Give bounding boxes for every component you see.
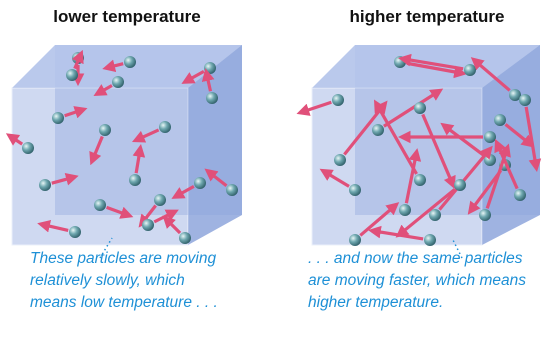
right-caption-line: are moving faster, which means	[308, 272, 526, 289]
left-title: lower temperature	[53, 7, 200, 26]
left-caption-line: means low temperature . . .	[30, 294, 218, 311]
particle	[142, 219, 154, 231]
particle	[159, 121, 171, 133]
particle	[399, 204, 411, 216]
particle	[414, 102, 426, 114]
right-caption-line: higher temperature.	[308, 294, 443, 311]
particle	[372, 124, 384, 136]
left-caption-line: relatively slowly, which	[30, 272, 185, 289]
cube-front	[12, 88, 188, 245]
particle	[332, 94, 344, 106]
particle	[124, 56, 136, 68]
particle	[479, 209, 491, 221]
particle	[112, 76, 124, 88]
particle	[94, 199, 106, 211]
particle	[484, 131, 496, 143]
particle	[154, 194, 166, 206]
particle	[69, 226, 81, 238]
right-title: higher temperature	[350, 7, 505, 26]
particle	[414, 174, 426, 186]
particle	[226, 184, 238, 196]
cube-front	[312, 88, 482, 245]
right-caption-line: . . . and now the same particles	[308, 250, 523, 267]
particle	[349, 184, 361, 196]
particle	[99, 124, 111, 136]
particle	[52, 112, 64, 124]
left-caption-line: These particles are moving	[30, 250, 216, 267]
particle	[129, 174, 141, 186]
right-cube	[312, 45, 540, 245]
particle	[39, 179, 51, 191]
particle	[424, 234, 436, 246]
page: lower temperature higher temperature The…	[0, 0, 545, 339]
particle	[204, 62, 216, 74]
particle	[66, 69, 78, 81]
particle	[494, 114, 506, 126]
particle	[349, 234, 361, 246]
diagram: lower temperature higher temperature The…	[0, 0, 545, 339]
particle	[194, 177, 206, 189]
particle	[454, 179, 466, 191]
particle	[206, 92, 218, 104]
particle	[464, 64, 476, 76]
particle	[179, 232, 191, 244]
particle	[334, 154, 346, 166]
particle	[22, 142, 34, 154]
particle	[514, 189, 526, 201]
particle	[519, 94, 531, 106]
